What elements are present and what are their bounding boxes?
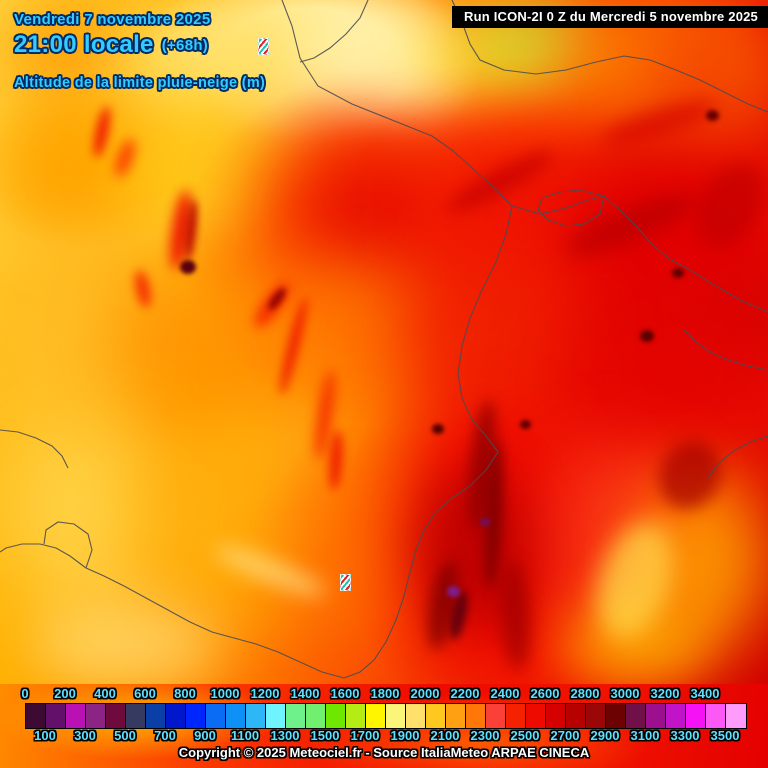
legend-swatch [726,704,746,728]
legend-swatch [566,704,586,728]
legend-swatch [246,704,266,728]
legend-tick-bottom: 3500 [710,728,740,743]
legend-tick-bottom: 2300 [470,728,500,743]
legend-tick-bottom: 2700 [550,728,580,743]
legend-swatch [126,704,146,728]
peak-hotspot [706,110,719,121]
legend-tick-bottom: 1500 [310,728,340,743]
legend-swatch [86,704,106,728]
legend-tick-bottom: 2900 [590,728,620,743]
peak-hotspot [672,268,684,278]
legend-swatch [326,704,346,728]
forecast-date: Vendredi 7 novembre 2025 [14,11,211,28]
legend-tick-top: 1800 [370,686,400,701]
contour-blob [8,8,128,98]
legend-swatch [366,704,386,728]
legend-tick-bottom: 100 [34,728,56,743]
legend-tick-bottom: 500 [114,728,136,743]
legend-swatch [186,704,206,728]
legend-tick-top: 3000 [610,686,640,701]
peak-hotspot [640,330,654,342]
station-marker-south[interactable] [340,574,351,591]
legend-swatch [286,704,306,728]
administrative-borders [0,0,768,679]
legend-swatch [486,704,506,728]
forecast-lead-time: (+68h) [161,37,209,54]
legend-tick-bottom: 3100 [630,728,660,743]
legend-swatch [446,704,466,728]
contour-blob [400,250,590,440]
peak-hotspot [520,420,531,429]
forecast-map[interactable]: Vendredi 7 novembre 2025 21:00 locale (+6… [0,0,768,684]
legend-tick-bottom: 700 [154,728,176,743]
legend-swatch [706,704,726,728]
legend-swatch [266,704,286,728]
legend-swatch [26,704,46,728]
legend-tick-top: 3400 [690,686,720,701]
legend-tick-bottom: 2100 [430,728,460,743]
legend-tick-top: 400 [94,686,116,701]
legend-swatch [546,704,566,728]
legend-swatch [466,704,486,728]
legend-swatch [526,704,546,728]
legend-swatch [586,704,606,728]
station-marker-north[interactable] [258,38,269,55]
legend-swatch [606,704,626,728]
legend-swatch [506,704,526,728]
legend-tick-bottom: 2500 [510,728,540,743]
legend-tick-top: 200 [54,686,76,701]
legend-tick-bottom: 300 [74,728,96,743]
legend-swatch [306,704,326,728]
legend-tick-bottom: 900 [194,728,216,743]
parameter-title: Altitude de la limite pluie-neige (m) [14,75,266,91]
legend-tick-bottom: 3300 [670,728,700,743]
legend-swatch [66,704,86,728]
legend-swatch [386,704,406,728]
legend-swatch [686,704,706,728]
forecast-time-value: 21:00 locale [14,31,154,58]
legend-tick-bottom: 1900 [390,728,420,743]
legend-swatch [46,704,66,728]
model-run-info: Run ICON-2I 0 Z du Mercredi 5 novembre 2… [452,6,768,28]
legend-tick-top: 2400 [490,686,520,701]
peak-hotspot [480,518,490,526]
legend-tick-top: 800 [174,686,196,701]
legend-swatch [146,704,166,728]
legend-tick-bottom: 1100 [230,728,260,743]
forecast-time: 21:00 locale (+68h) [14,31,208,59]
copyright-notice: Copyright © 2025 Meteociel.fr - Source I… [178,745,590,760]
legend-swatch [626,704,646,728]
legend-swatch [206,704,226,728]
contour-blob [30,600,220,684]
legend-tick-bottom: 1300 [270,728,300,743]
legend-tick-bottom: 1700 [350,728,380,743]
legend-swatch [106,704,126,728]
legend-color-swatches [25,703,747,729]
legend-swatch [346,704,366,728]
legend-swatch [646,704,666,728]
legend-tick-top: 1000 [210,686,240,701]
legend-tick-top: 2200 [450,686,480,701]
legend-tick-top: 1200 [250,686,280,701]
legend-tick-top: 1400 [290,686,320,701]
legend-tick-top: 1600 [330,686,360,701]
legend-swatch [426,704,446,728]
peak-hotspot [432,424,444,434]
contour-blob [120,0,320,110]
legend-swatch [666,704,686,728]
legend-swatch [226,704,246,728]
legend-swatch [406,704,426,728]
legend-tick-top: 2800 [570,686,600,701]
legend-swatch [166,704,186,728]
peak-hotspot [447,586,460,597]
legend-tick-top: 3200 [650,686,680,701]
legend-tick-top: 600 [134,686,156,701]
peak-hotspot [180,260,196,274]
legend-tick-top: 2000 [410,686,440,701]
legend-tick-top: 0 [21,686,29,701]
legend-tick-top: 2600 [530,686,560,701]
